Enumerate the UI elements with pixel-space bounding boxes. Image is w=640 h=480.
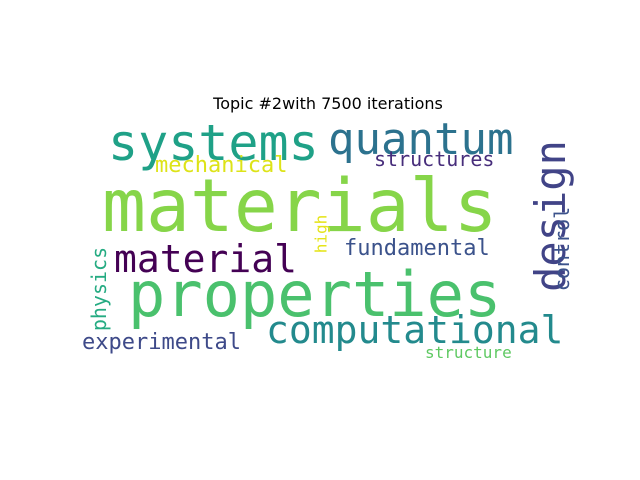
word-control: control	[550, 206, 575, 292]
chart-title: Topic #2with 7500 iterations	[213, 94, 443, 113]
word-quantum: quantum	[328, 114, 514, 165]
word-fundamental: fundamental	[344, 236, 490, 261]
word-physics: physics	[87, 246, 112, 332]
word-materials: materials	[102, 164, 498, 249]
word-properties: properties	[128, 258, 502, 331]
word-material: material	[114, 237, 298, 281]
word-systems: systems	[108, 114, 319, 172]
word-structures: structures	[374, 147, 495, 171]
word-structure: structure	[425, 343, 512, 362]
word-cloud: materials properties systems quantum com…	[80, 118, 576, 366]
word-experimental: experimental	[82, 330, 241, 355]
word-high: high	[311, 214, 331, 254]
word-mechanical: mechanical	[155, 153, 288, 178]
word-computational: computational	[266, 308, 564, 352]
